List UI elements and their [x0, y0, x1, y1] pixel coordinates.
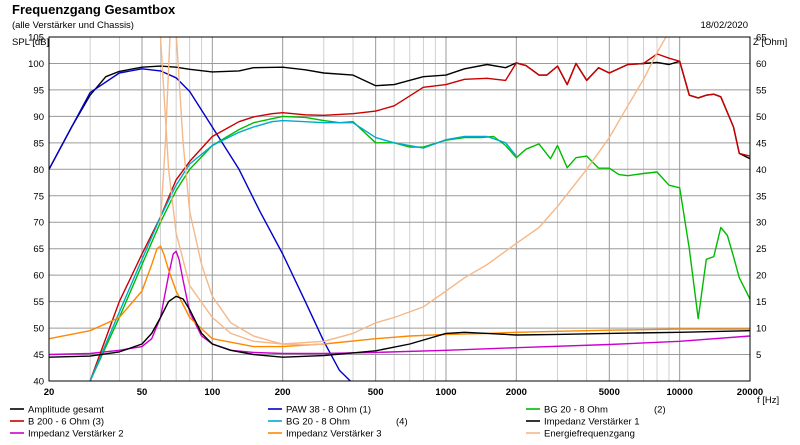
x-tick-label: 20000 [737, 387, 763, 398]
x-tick-label: 5000 [599, 387, 620, 398]
series-line-impedanz-verst-rker-3 [49, 245, 750, 348]
legend-note: (4) [396, 417, 408, 428]
y-right-tick-label: 60 [756, 59, 767, 70]
y-left-tick-label: 65 [33, 244, 44, 255]
legend-label: Amplitude gesamt [28, 405, 104, 416]
series-line-bg-20-8-ohm-2 [89, 115, 750, 381]
x-tick-label: 50 [137, 387, 148, 398]
y-right-tick-label: 15 [756, 297, 767, 308]
x-tick-label: 200 [275, 387, 291, 398]
y-left-tick-label: 60 [33, 271, 44, 282]
legend-label: BG 20 - 8 Ohm [286, 417, 350, 428]
y-left-tick-label: 55 [33, 297, 44, 308]
y-right-tick-label: 5 [756, 350, 761, 361]
y-right-tick-label: 35 [756, 191, 767, 202]
y-left-tick-label: 90 [33, 112, 44, 123]
series-layer [49, 37, 750, 381]
series-line-impedanz-verst-rker-1 [49, 295, 750, 358]
y-left-tick-label: 75 [33, 191, 44, 202]
x-tick-label: 20 [44, 387, 55, 398]
plot-frame [48, 36, 751, 382]
y-right-tick-label: 20 [756, 271, 767, 282]
chart-subtitle: (alle Verstärker und Chassis) [12, 20, 134, 31]
y-right-tick-label: 25 [756, 244, 767, 255]
legend-label: Energiefrequenzgang [544, 429, 635, 440]
y-left-tick-label: 85 [33, 138, 44, 149]
y-axis-left-label: SPL [dB] [12, 37, 49, 48]
y-axis-right-label: Z [Ohm] [753, 37, 787, 48]
legend: Amplitude gesamt PAW 38 - 8 Ohm (1) BG 20 … [10, 405, 666, 440]
y-left-tick-label: 70 [33, 218, 44, 229]
x-axis-label: f [Hz] [757, 395, 779, 406]
x-tick-label: 1000 [435, 387, 456, 398]
legend-label: BG 20 - 8 Ohm [544, 405, 608, 416]
x-tick-label: 500 [368, 387, 384, 398]
series-line-energiefrequenzgang-wall [159, 37, 324, 346]
series-line-paw-38-8-ohm-1 [49, 68, 352, 381]
chart-title: Frequenzgang Gesamtbox [12, 2, 176, 17]
y-right-tick-label: 55 [756, 85, 767, 96]
legend-label: PAW 38 - 8 Ohm (1) [286, 405, 371, 416]
series-line-impedanz-verst-rker-2 [49, 250, 750, 356]
series-line-b-200-6-ohm-3 [89, 53, 750, 381]
y-left-tick-label: 40 [33, 377, 44, 388]
y-right-tick-label: 65 [756, 33, 767, 44]
y-left-tick-label: 45 [33, 350, 44, 361]
x-tick-label: 10000 [666, 387, 692, 398]
y-right-tick-label: 10 [756, 324, 767, 335]
y-right-tick-label: 50 [756, 112, 767, 123]
y-right-tick-label: 45 [756, 138, 767, 149]
series-line-energiefrequenzgang [159, 37, 667, 345]
legend-label: Impedanz Verstärker 3 [286, 429, 382, 440]
axis-ticks: 20 50 100 200 500 1000 2000 5000 10000 20000 40 45 5… [28, 33, 766, 399]
y-left-tick-label: 50 [33, 324, 44, 335]
legend-label: Impedanz Verstärker 1 [544, 417, 640, 428]
y-right-tick-label: 30 [756, 218, 767, 229]
y-left-tick-label: 100 [28, 59, 44, 70]
series-line-bg-20-8-ohm-4 [89, 119, 517, 381]
chart-date: 18/02/2020 [700, 20, 748, 31]
y-left-tick-label: 95 [33, 85, 44, 96]
x-tick-label: 2000 [506, 387, 527, 398]
y-left-tick-label: 80 [33, 165, 44, 176]
y-right-tick-label: 40 [756, 165, 767, 176]
y-left-tick-label: 105 [28, 33, 44, 44]
x-tick-label: 100 [204, 387, 220, 398]
legend-label: Impedanz Verstärker 2 [28, 429, 124, 440]
legend-label: B 200 - 6 Ohm (3) [28, 417, 104, 428]
legend-note: (2) [654, 405, 666, 416]
